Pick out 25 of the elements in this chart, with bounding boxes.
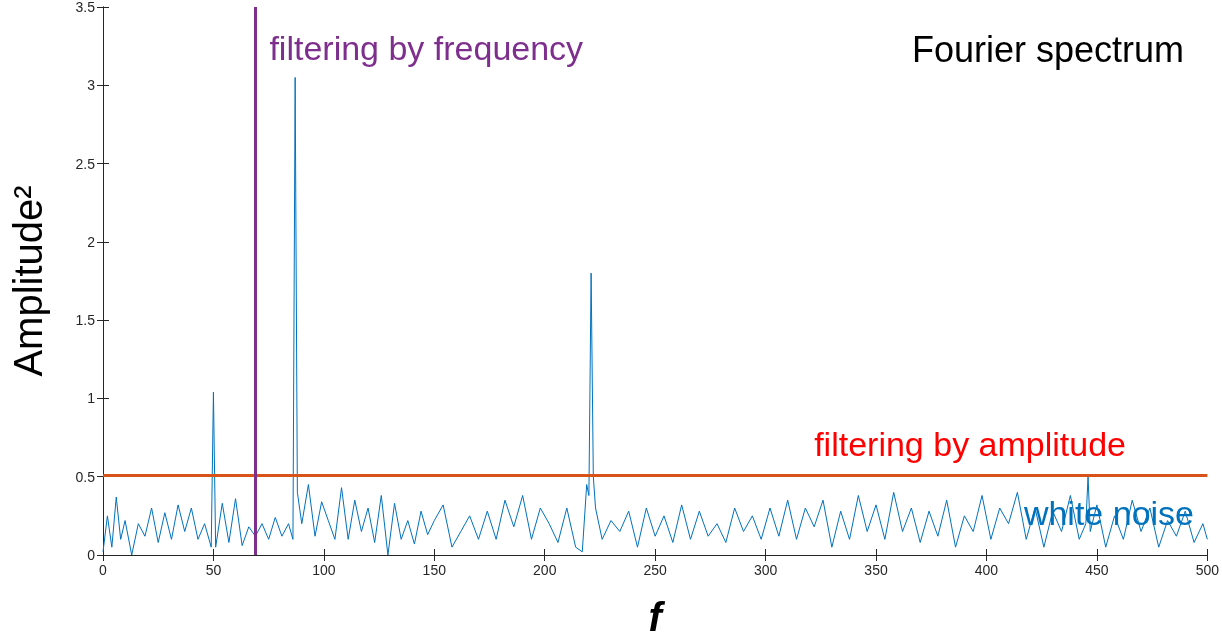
x-tick-label: 50 <box>205 562 222 578</box>
x-tick-label: 100 <box>312 562 336 578</box>
y-tick-label: 3 <box>87 77 96 94</box>
y-tick-label: 0 <box>87 547 96 563</box>
x-tick-label: 350 <box>864 562 888 578</box>
x-tick-label: 200 <box>533 562 557 578</box>
x-tick-label: 500 <box>1195 562 1220 578</box>
y-tick-label: 1.5 <box>75 312 96 329</box>
y-tick-label: 0.5 <box>75 468 96 485</box>
x-tick-label: 150 <box>422 562 447 578</box>
ref-line-label: filtering by amplitude <box>814 425 1126 464</box>
x-axis-title: f <box>648 595 666 639</box>
x-tick-label: 250 <box>643 562 668 578</box>
x-tick-label: 300 <box>753 562 778 578</box>
text: Fourier spectrum <box>911 28 1184 70</box>
line-series <box>102 76 1208 556</box>
y-tick-label: 1 <box>87 390 96 407</box>
x-tick-label: 400 <box>974 562 999 578</box>
y-axis-title: Amplitude² <box>6 185 50 377</box>
y-tick-label: 2 <box>87 233 96 250</box>
y-tick-label: 3.5 <box>75 0 96 15</box>
x-tick-label: 450 <box>1085 562 1109 578</box>
ref-line-label: filtering by frequency <box>269 29 584 67</box>
x-tick-label: 0 <box>99 562 108 578</box>
y-tick-label: 2.5 <box>75 155 96 172</box>
